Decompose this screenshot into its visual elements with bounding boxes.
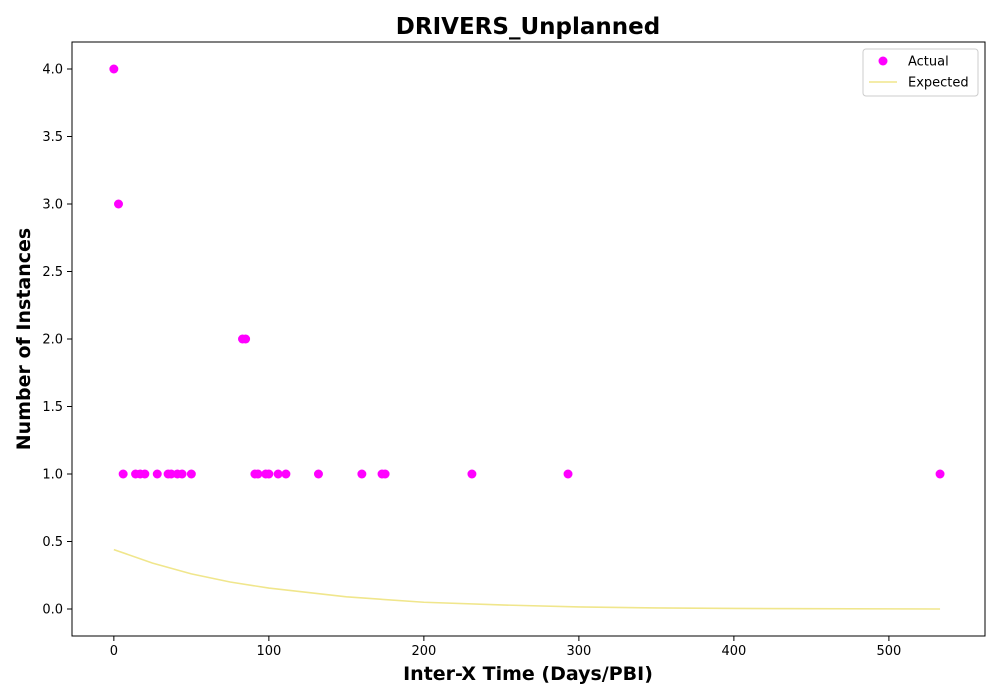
x-tick-label: 300	[566, 644, 591, 659]
x-axis-label: Inter-X Time (Days/PBI)	[403, 663, 653, 685]
ticks-layer: 0 100 200 300 400 500 0.0 0.5 1.0 1.5 2.0 2.5 3.0 3.5…	[42, 63, 901, 660]
y-tick-label: 1.5	[42, 400, 63, 415]
series-line-expected	[113, 548, 941, 610]
x-tick-label: 400	[721, 644, 746, 659]
data-point-actual	[109, 64, 119, 74]
x-tick-label: 0	[110, 644, 118, 659]
y-tick-label: 0.5	[42, 535, 63, 550]
chart-title: DRIVERS_Unplanned	[396, 14, 660, 40]
data-point-actual	[563, 469, 573, 479]
legend: Actual Expected	[862, 48, 979, 97]
data-point-actual	[166, 469, 176, 479]
data-point-actual	[253, 469, 263, 479]
legend-label: Expected	[908, 76, 969, 91]
y-tick-label: 3.0	[42, 198, 63, 213]
data-point-actual	[186, 469, 196, 479]
y-tick-label: 2.0	[42, 333, 63, 348]
data-point-actual	[273, 469, 283, 479]
legend-box	[862, 48, 979, 97]
x-tick-label: 500	[876, 644, 901, 659]
data-point-actual	[380, 469, 390, 479]
plot-layer	[109, 64, 945, 610]
data-point-actual	[152, 469, 162, 479]
data-point-actual	[241, 334, 251, 344]
y-tick-label: 4.0	[42, 63, 63, 78]
y-tick-label: 3.5	[42, 130, 63, 145]
data-point-actual	[281, 469, 291, 479]
x-tick-label: 100	[256, 644, 281, 659]
data-point-actual	[118, 469, 128, 479]
plot-frame	[71, 41, 986, 637]
data-point-actual	[114, 199, 124, 209]
data-point-actual	[264, 469, 274, 479]
legend-marker-actual	[878, 56, 888, 66]
y-axis-label: Number of Instances	[13, 228, 35, 450]
y-tick-label: 2.5	[42, 265, 63, 280]
data-point-actual	[140, 469, 150, 479]
data-point-actual	[935, 469, 945, 479]
data-point-actual	[467, 469, 477, 479]
y-tick-label: 1.0	[42, 468, 63, 483]
data-point-actual	[177, 469, 187, 479]
y-tick-label: 0.0	[42, 603, 63, 618]
data-point-actual	[357, 469, 367, 479]
legend-label: Actual	[908, 55, 949, 70]
data-point-actual	[313, 469, 323, 479]
x-tick-label: 200	[411, 644, 436, 659]
